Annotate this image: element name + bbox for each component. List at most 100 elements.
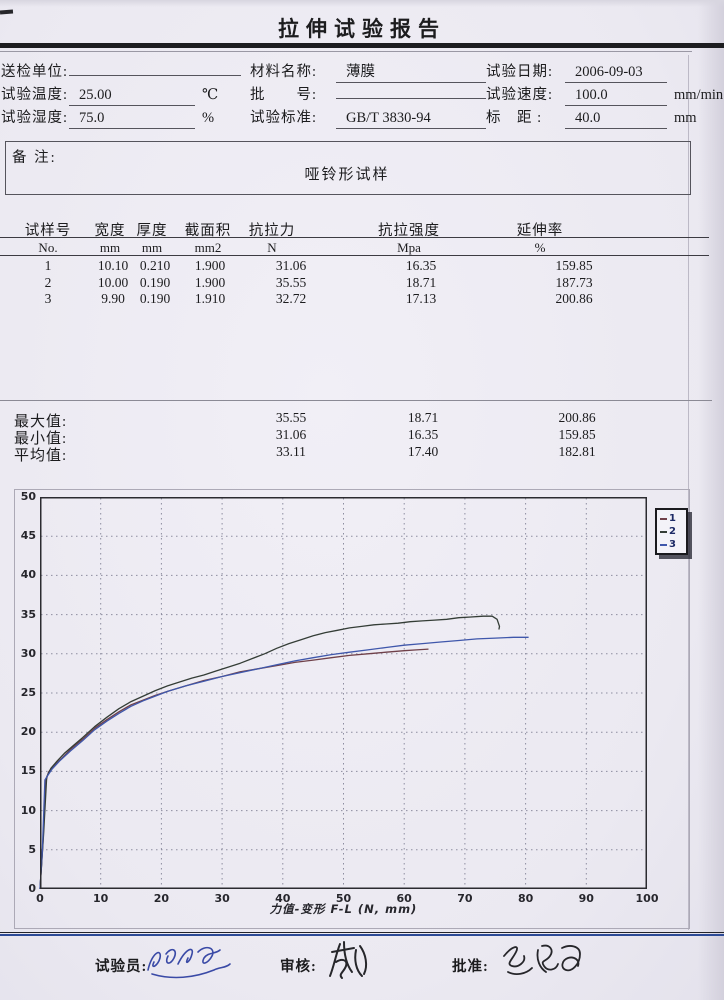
- table-cell: 1.910: [194, 291, 226, 306]
- table-cell: 10.00: [97, 274, 129, 290]
- reviewer-signature-stroke: [329, 941, 368, 979]
- force-elongation-chart: [39, 497, 647, 890]
- field-unit: mm/min: [674, 87, 724, 103]
- chart-container: [14, 489, 690, 929]
- field-batch-number: 批 号:: [250, 83, 486, 103]
- field-value: [336, 97, 486, 99]
- field-value: 2006-09-03: [565, 64, 667, 83]
- title-divider-thin: [0, 51, 692, 52]
- y-axis-tick-label: 30: [20, 646, 36, 660]
- y-axis-tick-label: 10: [20, 803, 36, 817]
- remark-box: [5, 141, 691, 195]
- plot-border: [40, 497, 647, 889]
- y-axis-tick-label: 50: [20, 490, 36, 503]
- title-divider: [0, 43, 724, 48]
- y-axis-tick-label: 40: [20, 568, 36, 582]
- field-material-name: 材料名称: 薄膜: [250, 60, 486, 83]
- table-column-header: 试样号: [24, 223, 72, 239]
- x-axis-tick-label: 80: [517, 892, 534, 905]
- x-axis-tick-label: 50: [335, 892, 352, 905]
- table-column-unit: mm2: [194, 240, 222, 255]
- x-axis-tick-label: 100: [635, 892, 659, 905]
- field-gauge-length: 标 距 : 40.0 mm: [486, 106, 697, 129]
- x-axis-tick-label: 20: [153, 892, 170, 905]
- table-cell: 1.900: [194, 274, 226, 290]
- reviewer-label: 审核:: [280, 959, 317, 975]
- table-column-header: 截面积: [184, 223, 232, 239]
- table-column-unit: mm: [99, 240, 121, 255]
- series-curve-3: [39, 636, 529, 890]
- table-cell: 1: [44, 258, 52, 273]
- field-label: 试验湿度:: [1, 110, 69, 126]
- table-column-unit: Mpa: [397, 240, 421, 255]
- table-column-unit: No.: [38, 240, 58, 255]
- field-value: [69, 74, 241, 76]
- table-cell: 200.86: [555, 291, 593, 306]
- remark-label: 备 注:: [12, 150, 57, 166]
- reviewer-signature: [329, 941, 368, 979]
- field-test-temperature: 试验温度: 25.00 ℃: [1, 83, 218, 106]
- field-label: 试验温度:: [1, 87, 69, 103]
- stat-value: 200.86: [558, 410, 596, 425]
- legend-label: 1: [669, 513, 676, 524]
- stat-value: 31.06: [275, 427, 307, 443]
- y-axis-tick-label: 5: [28, 842, 36, 856]
- table-cell: 18.71: [405, 274, 437, 290]
- table-column-header: 厚度: [136, 223, 168, 239]
- table-cell: 2: [44, 274, 52, 290]
- x-axis-tick-label: 60: [396, 892, 412, 905]
- field-value: 25.00: [69, 87, 195, 106]
- stats-divider: [0, 400, 712, 401]
- stat-value: 16.35: [407, 427, 439, 443]
- field-test-standard: 试验标准: GB/T 3830-94: [250, 106, 486, 129]
- legend-item: 1: [660, 512, 686, 525]
- table-column-unit: %: [534, 240, 546, 255]
- field-value: GB/T 3830-94: [336, 110, 486, 129]
- stat-value: 17.40: [407, 444, 439, 460]
- table-header-rule: [0, 237, 709, 238]
- table-column-header: 宽度: [94, 223, 126, 239]
- field-value: 薄膜: [336, 60, 486, 83]
- approver-signature: [503, 944, 581, 975]
- legend-label: 2: [669, 526, 676, 537]
- field-unit: mm: [674, 110, 697, 126]
- table-cell: 9.90: [101, 291, 125, 306]
- series-curve-2: [39, 615, 501, 890]
- table-cell: 32.72: [275, 291, 307, 306]
- field-value: 100.0: [565, 87, 667, 106]
- stat-value: 18.71: [407, 410, 439, 425]
- table-cell: 0.210: [139, 258, 171, 273]
- table-column-header: 抗拉力: [248, 223, 296, 239]
- field-label: 批 号:: [250, 87, 318, 103]
- x-axis-tick-label: 40: [275, 892, 291, 905]
- legend-dash-icon: [660, 543, 667, 546]
- legend-item: 2: [660, 525, 686, 538]
- approver-label: 批准:: [452, 959, 489, 975]
- table-column-header: 抗拉强度: [378, 223, 440, 239]
- field-submitting-unit: 送检单位:: [1, 60, 241, 80]
- table-cell: 187.73: [555, 274, 593, 290]
- field-label: 试验日期:: [486, 64, 554, 80]
- x-axis-tick-label: 90: [578, 892, 594, 905]
- table-cell: 3: [44, 291, 52, 306]
- field-label: 材料名称:: [250, 64, 318, 80]
- x-axis-tick-label: 10: [93, 892, 109, 905]
- stat-label: 最大值:: [14, 414, 68, 430]
- table-cell: 1.900: [194, 258, 226, 273]
- field-label: 试验速度:: [486, 87, 554, 103]
- stat-label: 最小值:: [14, 431, 68, 448]
- table-units-rule: [0, 255, 709, 256]
- x-axis-tick-label: 70: [457, 892, 473, 905]
- table-cell: 0.190: [139, 291, 171, 306]
- x-axis-tick-label: 0: [36, 892, 44, 905]
- table-cell: 0.190: [139, 274, 171, 290]
- tester-label: 试验员:: [95, 959, 148, 975]
- legend-label: 3: [669, 539, 676, 550]
- remark-content: 哑铃形试样: [304, 167, 390, 183]
- stat-value: 159.85: [558, 427, 596, 443]
- field-value: 40.0: [565, 110, 667, 129]
- page-title: 拉伸试验报告: [278, 17, 446, 41]
- legend-dash-icon: [660, 517, 667, 520]
- stat-label: 平均值:: [14, 448, 68, 465]
- y-axis-tick-label: 35: [20, 607, 36, 621]
